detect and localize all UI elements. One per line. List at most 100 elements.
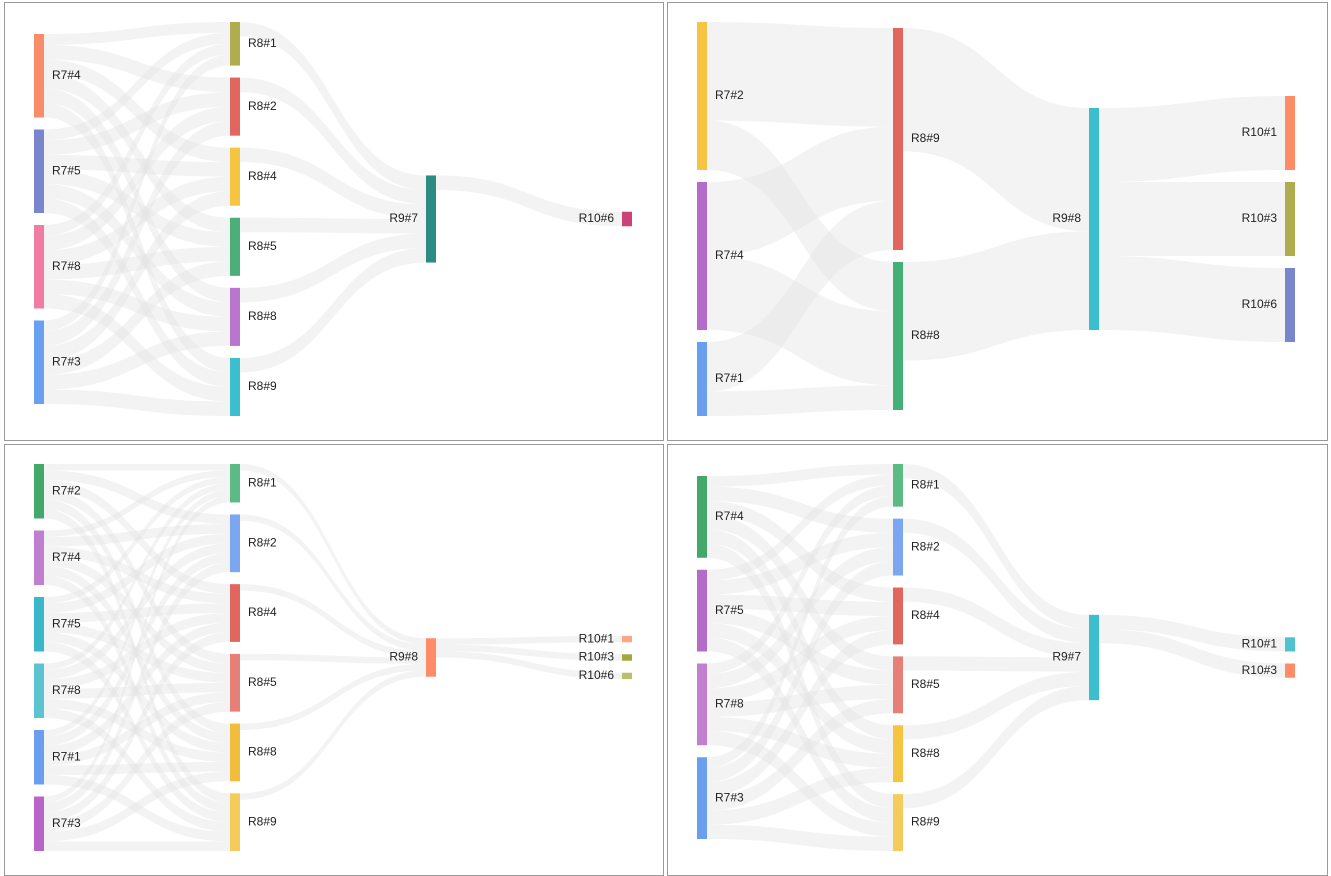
node (1285, 637, 1295, 652)
link (44, 489, 230, 664)
node (697, 663, 707, 746)
node-label: R8#4 (911, 608, 940, 622)
link (44, 565, 230, 743)
link (707, 485, 893, 675)
node (1089, 614, 1099, 701)
panel (667, 2, 1328, 441)
link (44, 546, 230, 604)
link (44, 556, 230, 674)
node (1285, 663, 1295, 678)
node (697, 757, 707, 839)
node-label: R9#8 (1052, 211, 1081, 225)
node (622, 654, 632, 661)
node-label: R8#1 (248, 475, 277, 489)
link (903, 685, 1089, 809)
link (44, 533, 230, 614)
node-label: R8#9 (911, 131, 940, 145)
link (44, 470, 230, 525)
panel (667, 444, 1328, 876)
sankey-chart: R7#2 R7#4 R7#5 R7#8 R7#1 R7#3 R8#1 R8#2 R8#4 R8#5… (4, 444, 664, 876)
link (44, 279, 230, 332)
node-label: R7#8 (715, 697, 744, 711)
link (44, 176, 230, 265)
link (903, 231, 1089, 361)
link (240, 653, 426, 664)
node (34, 225, 44, 309)
link (1099, 182, 1285, 256)
node (622, 635, 632, 643)
link (707, 120, 893, 312)
link (707, 486, 893, 533)
link (707, 623, 893, 754)
link (44, 524, 230, 547)
link (44, 169, 230, 247)
node-label: R7#2 (715, 88, 744, 102)
link (44, 121, 230, 346)
link (44, 293, 230, 402)
link (707, 22, 893, 127)
node-label: R7#4 (715, 509, 744, 523)
link (903, 656, 1089, 672)
node-label: R8#4 (248, 605, 277, 619)
node-label: R8#8 (911, 746, 940, 760)
node (1285, 182, 1295, 256)
link (44, 54, 230, 332)
node-label: R7#3 (52, 816, 81, 830)
node (230, 793, 240, 851)
link (44, 698, 230, 763)
node (230, 217, 240, 276)
node (34, 663, 44, 718)
node-label: R8#9 (248, 814, 277, 828)
link (44, 692, 230, 766)
link (44, 470, 230, 537)
node-label: R10#1 (579, 631, 615, 645)
node (230, 77, 240, 136)
node-label: R7#4 (52, 68, 81, 82)
link (707, 594, 893, 616)
link (903, 518, 1089, 644)
node (426, 638, 436, 677)
link (436, 635, 622, 645)
link (1099, 256, 1285, 342)
node (230, 464, 240, 503)
sankey-chart: R7#2 R7#4 R7#1 R8#9 R8#8 R9#8 R10#1 R10#3 R10#6 (667, 2, 1328, 441)
node-label: R7#1 (52, 749, 81, 763)
link (44, 641, 230, 823)
node-label: R8#1 (911, 477, 940, 491)
node-label: R10#1 (1242, 637, 1278, 651)
link (44, 508, 230, 803)
node (893, 262, 903, 410)
link (44, 183, 230, 317)
link (240, 233, 426, 303)
link (240, 248, 426, 373)
node-label: R7#3 (52, 354, 81, 368)
node-label: R8#8 (911, 328, 940, 342)
node (230, 357, 240, 416)
link (903, 28, 1089, 232)
link (240, 77, 426, 205)
link (903, 464, 1089, 630)
link (44, 106, 230, 251)
link (707, 608, 893, 685)
sankey-chart: R7#4 R7#5 R7#8 R7#3 R8#1 R8#2 R8#4 R8#5 R8#8 R8#9… (4, 2, 664, 441)
node-label: R7#3 (715, 790, 744, 804)
link (44, 331, 230, 390)
node (230, 287, 240, 346)
link (436, 651, 622, 680)
node (1285, 268, 1295, 342)
node-label: R8#2 (248, 99, 277, 113)
node (230, 22, 240, 66)
node (34, 464, 44, 519)
link (240, 22, 426, 190)
link (707, 615, 893, 703)
node (230, 147, 240, 206)
link (44, 198, 230, 387)
link (44, 701, 230, 832)
link (44, 92, 230, 155)
node (697, 342, 707, 416)
node-label: R10#6 (579, 668, 615, 682)
node (230, 514, 240, 573)
node-label: R7#8 (52, 683, 81, 697)
link (707, 532, 893, 595)
link (44, 762, 230, 775)
